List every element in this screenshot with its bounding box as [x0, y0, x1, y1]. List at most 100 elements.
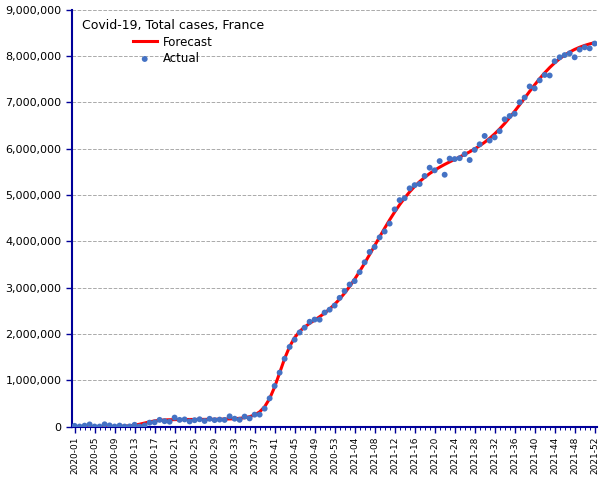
Actual	[560, 51, 569, 59]
Actual	[335, 294, 344, 302]
Forecast	[591, 40, 598, 46]
Actual	[415, 180, 425, 188]
Actual	[550, 58, 560, 65]
Actual	[340, 287, 350, 295]
Actual	[460, 150, 469, 158]
Forecast	[76, 424, 83, 430]
Actual	[215, 416, 224, 423]
Actual	[355, 268, 364, 276]
Actual	[410, 181, 419, 189]
Actual	[140, 421, 149, 429]
Actual	[75, 423, 85, 431]
Actual	[290, 336, 299, 344]
Forecast	[581, 43, 588, 48]
Actual	[265, 395, 275, 402]
Actual	[490, 133, 500, 141]
Actual	[170, 414, 180, 421]
Actual	[235, 416, 244, 424]
Actual	[115, 422, 125, 430]
Actual	[395, 196, 405, 204]
Actual	[435, 157, 445, 165]
Forecast	[446, 159, 453, 165]
Actual	[390, 205, 399, 213]
Actual	[315, 316, 324, 324]
Actual	[500, 116, 509, 123]
Actual	[70, 422, 79, 430]
Actual	[185, 418, 194, 425]
Actual	[240, 413, 249, 420]
Actual	[400, 194, 410, 202]
Actual	[385, 220, 394, 228]
Actual	[330, 302, 339, 310]
Actual	[225, 412, 235, 420]
Actual	[310, 316, 319, 324]
Actual	[360, 258, 370, 266]
Actual	[425, 164, 434, 171]
Actual	[520, 94, 529, 101]
Actual	[280, 355, 289, 362]
Actual	[90, 423, 99, 431]
Actual	[475, 141, 485, 148]
Actual	[585, 45, 595, 52]
Legend: Forecast, Actual: Forecast, Actual	[78, 15, 267, 69]
Actual	[150, 419, 160, 426]
Actual	[565, 49, 575, 57]
Actual	[525, 83, 534, 90]
Forecast	[71, 424, 78, 430]
Actual	[129, 421, 139, 429]
Actual	[230, 415, 240, 422]
Actual	[440, 171, 450, 179]
Actual	[195, 415, 204, 423]
Actual	[405, 184, 414, 192]
Actual	[125, 422, 134, 430]
Actual	[455, 155, 465, 162]
Actual	[570, 53, 580, 61]
Actual	[165, 418, 174, 426]
Actual	[325, 306, 335, 313]
Actual	[250, 411, 260, 419]
Actual	[275, 369, 284, 376]
Actual	[345, 281, 355, 288]
Actual	[420, 172, 430, 180]
Actual	[145, 419, 154, 427]
Actual	[85, 420, 94, 428]
Actual	[180, 416, 189, 423]
Actual	[245, 415, 255, 422]
Actual	[190, 416, 200, 424]
Actual	[305, 318, 315, 325]
Actual	[380, 228, 390, 235]
Actual	[370, 243, 379, 251]
Actual	[100, 420, 110, 428]
Actual	[470, 146, 480, 154]
Actual	[350, 277, 359, 285]
Actual	[480, 132, 489, 140]
Actual	[545, 72, 555, 79]
Actual	[204, 415, 214, 423]
Actual	[175, 416, 185, 424]
Actual	[300, 324, 310, 332]
Actual	[575, 46, 584, 53]
Actual	[375, 234, 385, 241]
Actual	[430, 167, 439, 174]
Actual	[285, 343, 295, 351]
Actual	[120, 423, 129, 431]
Actual	[510, 110, 520, 118]
Line: Forecast: Forecast	[74, 43, 595, 427]
Actual	[580, 44, 589, 51]
Forecast	[141, 420, 148, 426]
Actual	[270, 382, 280, 390]
Actual	[465, 156, 474, 164]
Actual	[160, 417, 169, 425]
Actual	[80, 422, 90, 430]
Actual	[485, 137, 494, 144]
Actual	[155, 416, 165, 424]
Forecast	[296, 328, 303, 334]
Actual	[105, 421, 114, 429]
Actual	[495, 127, 505, 135]
Actual	[260, 405, 269, 412]
Actual	[540, 71, 549, 79]
Actual	[505, 112, 514, 120]
Actual	[365, 248, 374, 256]
Actual	[220, 416, 229, 424]
Actual	[95, 423, 105, 431]
